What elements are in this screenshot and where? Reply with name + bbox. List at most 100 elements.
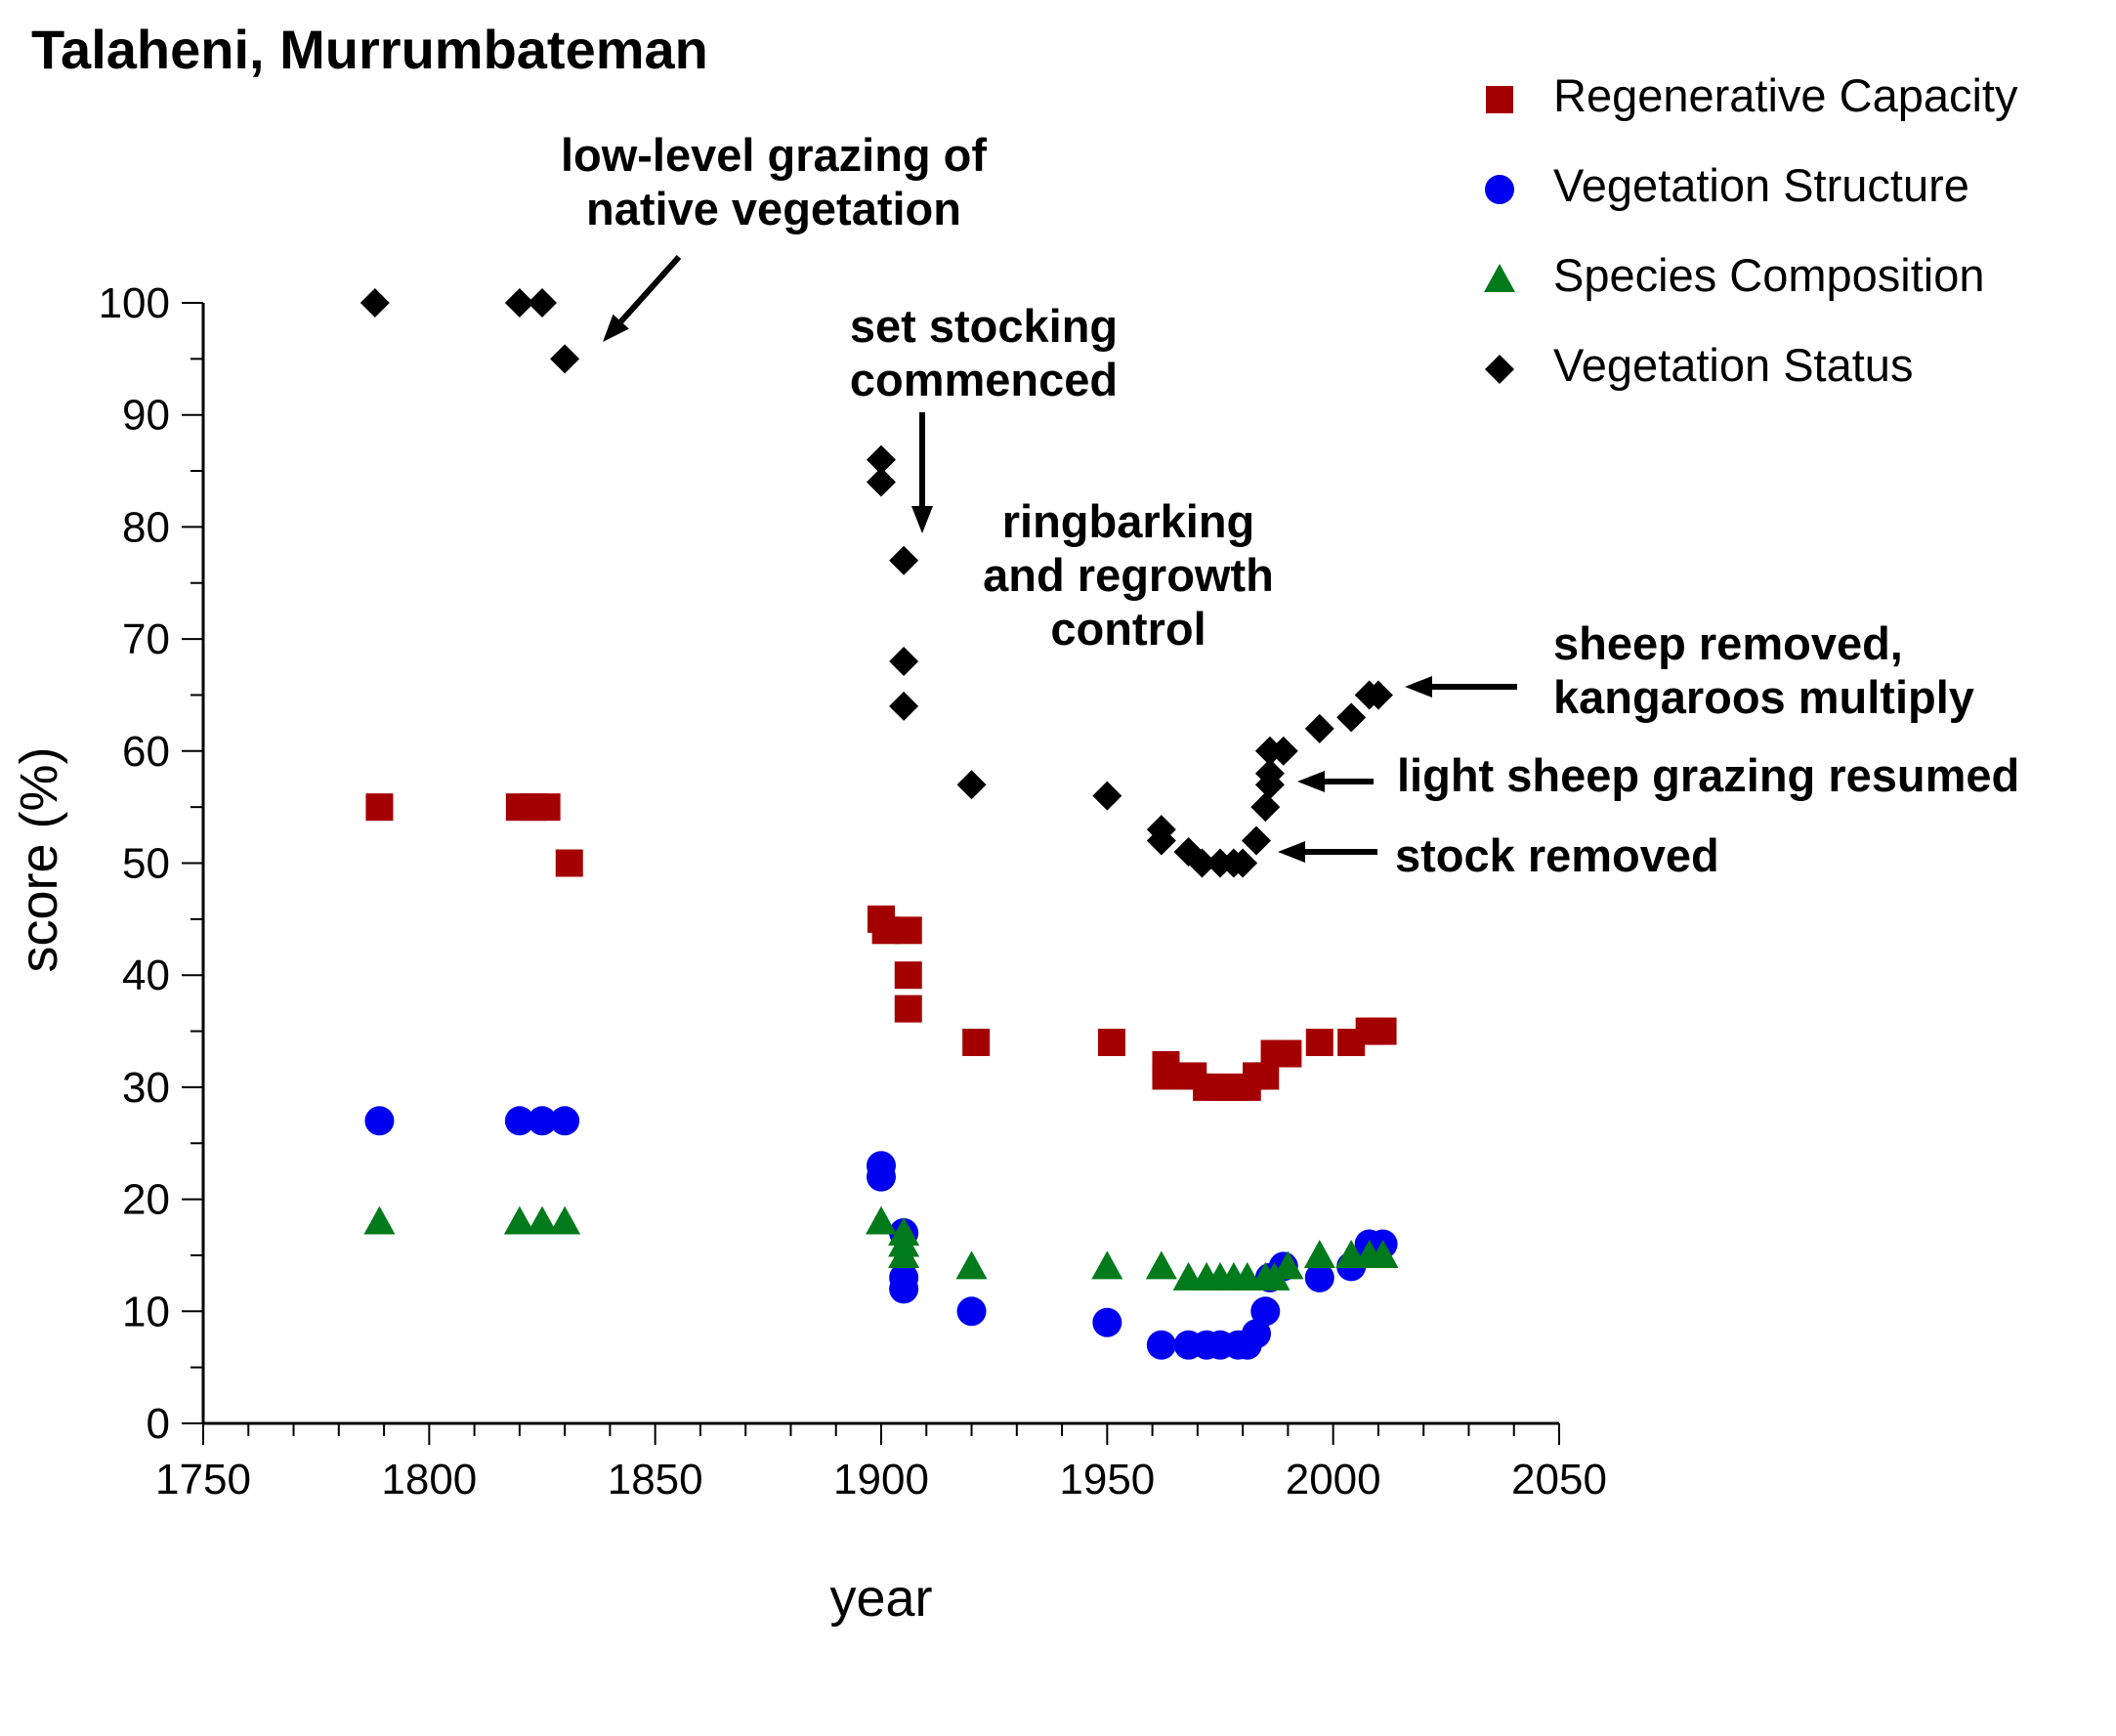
x-tick-label: 2050	[1511, 1456, 1607, 1503]
y-tick-label: 80	[122, 503, 170, 551]
y-tick-label: 100	[99, 279, 170, 327]
square-marker	[894, 916, 922, 945]
arrow-shaft	[618, 254, 682, 324]
annotation-text: light sheep grazing resumed	[1397, 749, 2019, 801]
arrow-head	[1297, 771, 1325, 792]
circle-marker	[550, 1106, 580, 1136]
square-marker	[894, 995, 922, 1023]
series-diamond	[360, 288, 1393, 878]
triangle-marker	[1367, 1239, 1399, 1268]
circle-marker	[528, 1106, 557, 1136]
triangle-marker	[1272, 1250, 1304, 1280]
y-tick-label: 30	[122, 1064, 170, 1112]
diamond-marker	[1304, 713, 1334, 743]
diamond-marker	[867, 467, 896, 497]
diamond-marker	[889, 691, 919, 721]
legend-label: Species Composition	[1553, 249, 1985, 301]
diamond-marker	[1092, 781, 1122, 811]
diamond-marker	[550, 344, 580, 374]
arrow-light-grazing	[1297, 771, 1374, 792]
diamond-marker	[956, 770, 987, 800]
triangle-marker	[1145, 1250, 1177, 1280]
y-tick-label: 60	[122, 728, 170, 776]
arrow-sheep-removed	[1405, 676, 1517, 698]
y-tick-label: 10	[122, 1288, 170, 1335]
triangle-marker	[363, 1206, 396, 1235]
diamond-marker	[1242, 826, 1272, 856]
series-square	[365, 793, 1397, 1101]
x-tick-label: 1750	[155, 1456, 251, 1503]
triangle-marker	[955, 1250, 988, 1280]
y-axis-label: score (%)	[10, 746, 68, 972]
legend-marker-diamond	[1485, 355, 1514, 384]
square-marker	[894, 961, 922, 990]
triangle-marker	[866, 1206, 897, 1235]
y-tick-label: 90	[122, 392, 170, 440]
circle-marker	[867, 1162, 896, 1192]
diamond-marker	[1187, 848, 1217, 878]
circle-marker	[1092, 1307, 1122, 1337]
legend-marker-square	[1486, 86, 1513, 113]
circle-marker	[504, 1106, 534, 1136]
ticks: 1750 1800 1850 1900 1950 2000 2050 0 10 20 30 40 50 6…	[99, 279, 1607, 1503]
diamond-marker	[504, 288, 534, 318]
arrow-head	[1278, 841, 1305, 863]
series-triangle	[363, 1206, 1399, 1291]
square-marker	[365, 793, 394, 822]
triangle-marker	[1303, 1239, 1335, 1268]
circle-marker	[1250, 1296, 1281, 1327]
legend-label: Vegetation Status	[1553, 339, 1913, 391]
diamond-marker	[1146, 826, 1176, 856]
legend: Regenerative Capacity Vegetation Structur…	[1484, 69, 2018, 391]
square-marker	[1369, 1017, 1397, 1045]
square-marker	[1274, 1039, 1302, 1068]
diamond-marker	[889, 545, 919, 575]
annotation-text: sheep removed, kangaroos multiply	[1553, 617, 1974, 723]
triangle-marker	[503, 1206, 535, 1235]
annotations: low-level grazing of native vegetation set…	[561, 129, 2019, 881]
x-tick-label: 1950	[1059, 1456, 1155, 1503]
triangle-marker	[527, 1206, 558, 1235]
circle-marker	[956, 1296, 987, 1327]
square-marker	[962, 1029, 991, 1057]
legend-marker-triangle	[1484, 264, 1515, 292]
data-markers	[360, 288, 1399, 1360]
chart-title: Talaheni, Murrumbateman	[31, 19, 708, 80]
square-marker	[1305, 1029, 1333, 1057]
arrow-stock-removed	[1278, 841, 1377, 863]
x-tick-label: 1900	[833, 1456, 929, 1503]
diamond-marker	[1336, 702, 1367, 733]
circle-marker	[1242, 1319, 1272, 1349]
arrow-set-stocking	[911, 412, 933, 533]
diamond-marker	[1254, 758, 1285, 788]
arrow-head	[1405, 676, 1432, 698]
diamond-marker	[867, 445, 896, 475]
square-marker	[555, 849, 583, 877]
y-tick-label: 40	[122, 952, 170, 999]
y-tick-label: 20	[122, 1176, 170, 1224]
x-axis-label: year	[829, 1569, 932, 1628]
annotation-text: set stocking commenced	[850, 300, 1118, 405]
diamond-marker	[1228, 848, 1258, 878]
circle-marker	[364, 1106, 395, 1136]
y-tick-label: 50	[122, 840, 170, 888]
square-marker	[1097, 1029, 1125, 1057]
x-tick-label: 1800	[381, 1456, 477, 1503]
diamond-marker	[889, 647, 919, 677]
circle-marker	[1304, 1262, 1334, 1292]
legend-label: Regenerative Capacity	[1553, 69, 2018, 121]
legend-label: Vegetation Structure	[1553, 159, 1969, 211]
arrow-low-level-grazing	[603, 254, 682, 342]
circle-marker	[1146, 1330, 1176, 1360]
arrow-head	[603, 314, 629, 342]
square-marker	[532, 793, 561, 822]
y-tick-label: 70	[122, 615, 170, 663]
diamond-marker	[1268, 736, 1298, 766]
diamond-marker	[360, 288, 390, 318]
diamond-marker	[528, 288, 557, 318]
triangle-marker	[1091, 1250, 1123, 1280]
annotation-text: stock removed	[1395, 829, 1719, 881]
circle-marker	[889, 1274, 919, 1304]
y-tick-label: 0	[147, 1400, 170, 1448]
